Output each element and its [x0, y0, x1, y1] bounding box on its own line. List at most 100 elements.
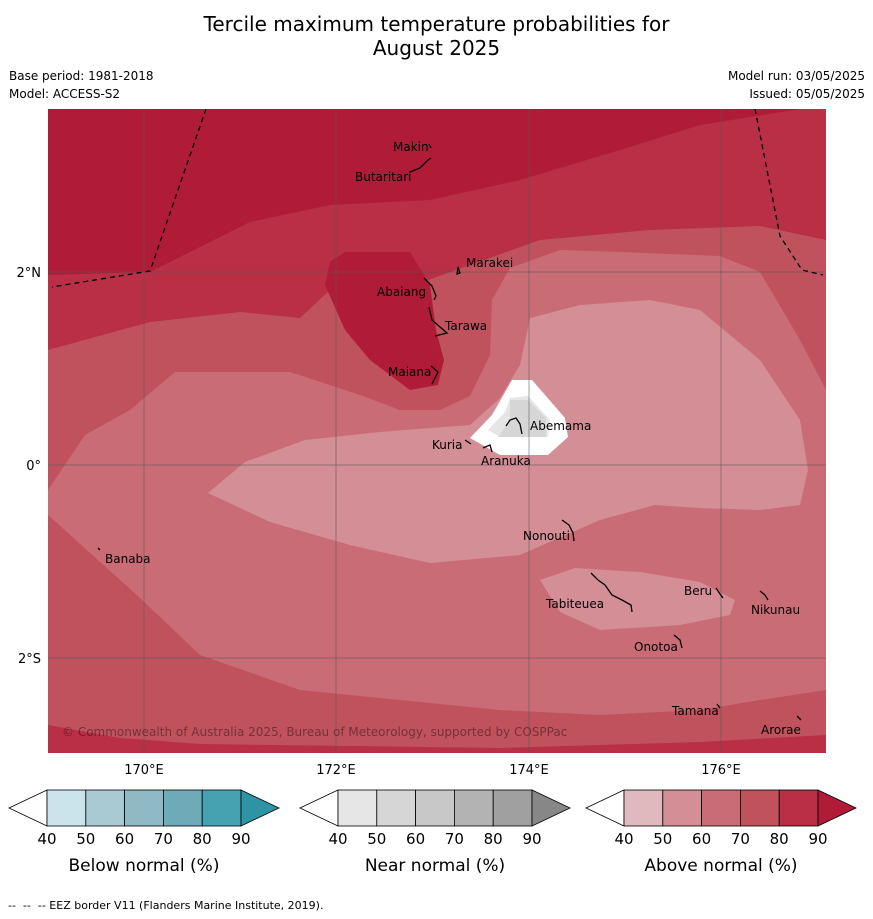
eez-border-east [754, 109, 824, 276]
colorbar-label: Below normal (%) [69, 856, 220, 876]
colorbar-tick-label: 50 [367, 830, 386, 848]
colorbar-segment [701, 789, 741, 827]
colorbar-tick-label: 80 [193, 830, 212, 848]
colorbar-tick-label: 60 [406, 830, 425, 848]
title-line-2: August 2025 [372, 36, 501, 60]
label-marakei: Marakei [466, 256, 513, 270]
island-arorae [796, 715, 802, 721]
label-makin: Makin [393, 140, 429, 154]
label-onotoa: Onotoa [634, 640, 678, 654]
island-aranuka [482, 444, 493, 453]
colorbar-tick-label: 90 [231, 830, 250, 848]
colorbar-segment [376, 789, 416, 827]
colorbar-segment [124, 789, 164, 827]
colorbar-segment [662, 789, 702, 827]
colorbar-tick-label: 70 [154, 830, 173, 848]
colorbar-tip-high [531, 789, 571, 827]
colorbar-tick-label: 60 [692, 830, 711, 848]
colorbar-tick-label: 50 [76, 830, 95, 848]
colorbar-tick-label: 90 [522, 830, 541, 848]
eez-border [51, 109, 824, 288]
colorbar-segment [201, 789, 242, 827]
island-tamana [716, 703, 721, 709]
lat-label-0: 0° [26, 459, 41, 474]
label-arorae: Arorae [761, 723, 801, 737]
colorbars: 40 50 60 70 80 90 Below normal (%) 40 50 60 70 80 90… [8, 789, 857, 876]
issued-date: Issued: 05/05/2025 [749, 87, 865, 101]
colorbar-segment [337, 789, 378, 827]
colorbar-tick-label: 50 [653, 830, 672, 848]
label-nikunau: Nikunau [751, 603, 800, 617]
lon-label-170E: 170°E [124, 763, 164, 778]
island-beru [715, 587, 724, 599]
colorbar-segment [415, 789, 455, 827]
model-run: Model run: 03/05/2025 [727, 69, 865, 83]
island-onotoa [673, 634, 683, 649]
lat-label-2S: 2°S [18, 652, 41, 667]
island-kuria [464, 439, 472, 445]
island-tarawa [428, 306, 449, 337]
title-line-1: Tercile maximum temperature probabilitie… [203, 12, 670, 36]
colorbar-tip-low [585, 789, 625, 827]
lon-label-174E: 174°E [509, 763, 549, 778]
colorbar-segment [453, 789, 494, 827]
colorbar-tip-high [817, 789, 857, 827]
colorbar-below-normal: 40 50 60 70 80 90 Below normal (%) [8, 789, 280, 876]
colorbar-tip-high [240, 789, 280, 827]
label-aranuka: Aranuka [481, 454, 531, 468]
colorbar-above-normal: 40 50 60 70 80 90 Above normal (%) [585, 789, 857, 876]
colorbar-tick-label: 60 [115, 830, 134, 848]
meta-left: Base period: 1981-2018 Model: ACCESS-S2 [9, 67, 154, 103]
label-beru: Beru [684, 584, 712, 598]
label-banaba: Banaba [105, 552, 151, 566]
colorbar-near-normal: 40 50 60 70 80 90 Near normal (%) [299, 789, 571, 876]
near-normal-60 [498, 400, 546, 437]
island-abemama [505, 417, 523, 435]
eez-footnote: -- -- -- EEZ border V11 (Flanders Marine… [8, 899, 324, 912]
label-maiana: Maiana [388, 365, 431, 379]
lat-label-2N: 2°N [17, 266, 42, 281]
island-tabiteuea [590, 572, 633, 613]
lon-label-172E: 172°E [316, 763, 356, 778]
label-nonouti: Nonouti [523, 529, 570, 543]
colorbar-segment [778, 789, 819, 827]
island-nikunau [759, 590, 769, 601]
colorbar-segment [162, 789, 203, 827]
model-name: Model: ACCESS-S2 [9, 87, 121, 101]
island-marakei [456, 266, 461, 275]
label-kuria: Kuria [432, 438, 463, 452]
colorbar-tip-low [299, 789, 339, 827]
colorbar-tick-label: 40 [614, 830, 633, 848]
island-nonouti [561, 519, 575, 542]
contour-80-90-tarawa [325, 252, 444, 390]
colorbar-label: Near normal (%) [365, 856, 505, 876]
island-makin [428, 143, 432, 149]
colorbar-segment [740, 789, 780, 827]
label-tamana: Tamana [671, 704, 719, 718]
axis-labels: 170°E 172°E 174°E 176°E 2°N 0° 2°S [17, 266, 741, 778]
label-abemama: Abemama [530, 419, 591, 433]
colorbar-segment [46, 789, 87, 827]
colorbar-tick-label: 40 [37, 830, 56, 848]
base-period: Base period: 1981-2018 [9, 69, 154, 83]
colorbar-tip-low [8, 789, 48, 827]
meta-right: Model run: 03/05/2025 Issued: 05/05/2025 [728, 67, 865, 103]
colorbar-tick-label: 70 [445, 830, 464, 848]
island-labels: Makin Butaritari Marakei Abaiang Tarawa … [105, 140, 801, 737]
graticule [48, 109, 826, 753]
colorbar-tick-label: 80 [484, 830, 503, 848]
colorbar-tick-label: 90 [808, 830, 827, 848]
island-butaritari [409, 157, 432, 173]
contour-40-50-south [540, 568, 735, 630]
island-abaiang [423, 277, 437, 301]
label-tarawa: Tarawa [444, 319, 487, 333]
map-title: Tercile maximum temperature probabilitie… [0, 12, 873, 60]
colorbar-segment [492, 789, 533, 827]
label-tabiteuea: Tabiteuea [545, 597, 604, 611]
colorbar-segment [85, 789, 126, 827]
colorbar-tick-label: 80 [770, 830, 789, 848]
colorbar-segment [623, 789, 664, 827]
colorbar-tick-label: 40 [328, 830, 347, 848]
island-maiana [430, 365, 439, 385]
